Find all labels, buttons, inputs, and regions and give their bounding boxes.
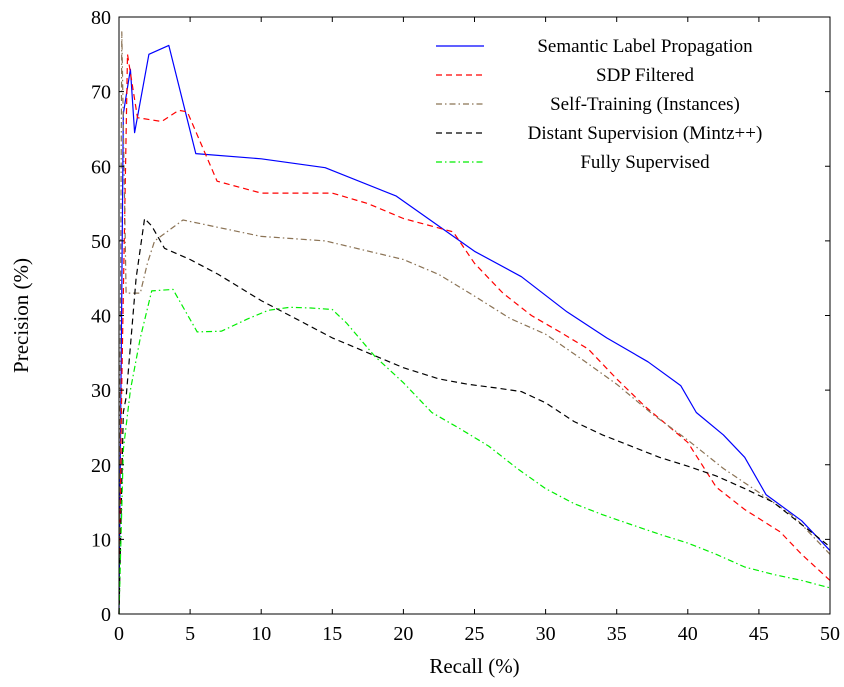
- series-line-1: [118, 44, 831, 615]
- x-tick-label: 20: [393, 623, 413, 645]
- x-tick-label: 50: [820, 623, 840, 645]
- series-line-4: [118, 217, 831, 615]
- series-line-5: [118, 288, 831, 615]
- x-tick-label: 30: [536, 623, 556, 645]
- series-line-2: [118, 53, 831, 615]
- plot-frame: [118, 16, 831, 615]
- legend-label: Fully Supervised: [580, 152, 710, 173]
- x-tick-label: 5: [185, 623, 195, 645]
- x-tick-label: 35: [607, 623, 627, 645]
- y-tick-label: 80: [91, 7, 111, 29]
- x-tick-label: 25: [465, 623, 485, 645]
- y-tick-label: 40: [91, 306, 111, 328]
- x-tick-label: 0: [114, 623, 124, 645]
- legend-label: SDP Filtered: [596, 65, 694, 86]
- y-tick-label: 60: [91, 156, 111, 178]
- y-tick-label: 70: [91, 82, 111, 104]
- y-tick-label: 0: [101, 604, 111, 626]
- series-line-3: [118, 31, 831, 615]
- y-axis-label: Precision (%): [9, 258, 33, 373]
- legend-label: Distant Supervision (Mintz++): [528, 123, 763, 144]
- legend: Semantic Label Propagation SDP Filtered Se…: [436, 36, 762, 173]
- y-tick-label: 30: [91, 380, 111, 402]
- legend-label: Semantic Label Propagation: [537, 36, 753, 57]
- y-tick-label: 50: [91, 231, 111, 253]
- x-tick-label: 45: [749, 623, 769, 645]
- legend-label: Self-Training (Instances): [550, 94, 740, 115]
- x-tick-label: 40: [678, 623, 698, 645]
- x-tick-label: 15: [322, 623, 342, 645]
- x-axis-label: Recall (%): [429, 654, 519, 678]
- y-tick-label: 20: [91, 455, 111, 477]
- y-tick-label: 10: [91, 529, 111, 551]
- x-tick-label: 10: [251, 623, 271, 645]
